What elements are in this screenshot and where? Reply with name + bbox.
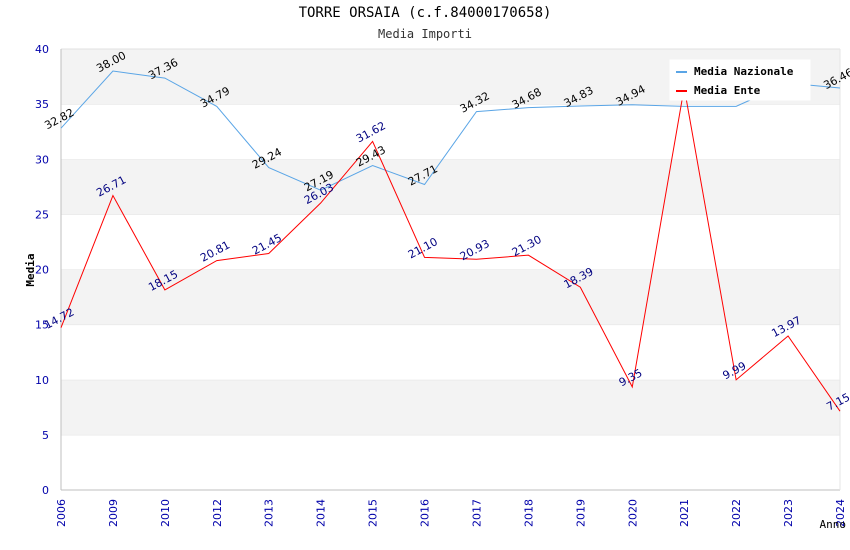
- grid-band: [61, 379, 840, 435]
- x-tick-label: 2006: [55, 499, 68, 527]
- chart-subtitle: Media Importi: [378, 27, 472, 41]
- series-lines: [60, 70, 841, 412]
- y-tick-label: 15: [35, 319, 49, 332]
- grid-band: [61, 434, 840, 490]
- y-tick-label: 40: [35, 43, 49, 56]
- y-tick-label: 10: [35, 374, 49, 387]
- x-tick-label: 2010: [159, 499, 172, 527]
- y-tick-label: 25: [35, 208, 49, 221]
- y-tick-label: 5: [42, 429, 49, 442]
- grid-band: [61, 269, 840, 325]
- x-tick-label: 2014: [315, 499, 328, 527]
- y-tick-label: 0: [42, 484, 49, 497]
- y-axis-label: Media: [24, 253, 37, 286]
- grid-band: [61, 214, 840, 270]
- y-tick-labels: 0 5 10 15 20 25 30 35 40: [35, 43, 49, 497]
- x-tick-label: 2015: [367, 499, 380, 527]
- x-tick-label: 2021: [678, 499, 691, 527]
- series-line-nazionale: [60, 70, 841, 191]
- legend-box: [669, 59, 811, 101]
- series-line-ente: [60, 87, 841, 412]
- axes: [60, 49, 841, 491]
- grid-band: [61, 324, 840, 380]
- chart-title: TORRE ORSAIA (c.f.84000170658): [298, 5, 552, 21]
- y-tick-label: 35: [35, 98, 49, 111]
- x-tick-label: 2020: [626, 499, 639, 527]
- y-tick-label: 30: [35, 153, 49, 166]
- grid-band: [61, 159, 840, 215]
- legend-item-ente: Media Ente: [694, 84, 761, 97]
- x-tick-label: 2013: [263, 499, 276, 527]
- x-tick-label: 2009: [107, 499, 120, 527]
- x-tick-label: 2019: [574, 499, 587, 527]
- legend-item-nazionale: Media Nazionale: [694, 65, 794, 78]
- x-tick-label: 2016: [419, 499, 432, 527]
- grid-band: [61, 104, 840, 160]
- x-tick-labels: 2006 2009 2010 2012 2013 2014 2015 2016 2017 2018…: [55, 499, 847, 527]
- legend: Media Nazionale Media Ente: [669, 59, 811, 101]
- x-tick-label: 2012: [211, 499, 224, 527]
- x-tick-label: 2023: [782, 499, 795, 527]
- x-tick-label: 2018: [522, 499, 535, 527]
- grid-bands: [61, 48, 840, 490]
- x-axis-label: Anno: [820, 518, 847, 531]
- x-tick-label: 2022: [730, 499, 743, 527]
- y-tick-label: 20: [35, 264, 49, 277]
- x-tick-label: 2017: [470, 499, 483, 527]
- x-tick-label: 2024: [834, 499, 847, 527]
